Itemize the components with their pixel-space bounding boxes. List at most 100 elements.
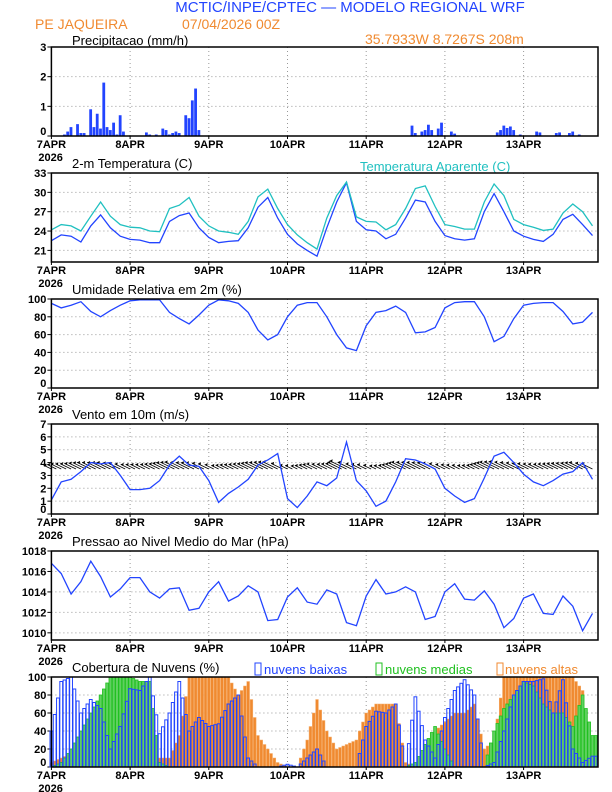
cloud-bar-nuvens-altas (344, 744, 349, 768)
y-tick-label: 2 (40, 72, 46, 84)
precip-bar (508, 126, 512, 136)
cloud-bar-nuvens-altas (249, 699, 254, 768)
x-tick-label: 8APR (115, 139, 144, 151)
wind-vector-head (542, 462, 546, 466)
precip-bar (118, 115, 122, 136)
cloud-bar-nuvens-baixas (56, 697, 60, 768)
wind-vector-head (148, 462, 152, 466)
precip-bar (92, 127, 96, 136)
cloud-bar-nuvens-altas (354, 739, 359, 768)
precip-bar (568, 133, 571, 136)
precip-bar (112, 122, 116, 136)
x-tick-label: 10APR (270, 517, 306, 529)
precip-bar (102, 82, 106, 136)
cloud-bar-nuvens-altas (348, 742, 352, 768)
wind-vector-head (64, 461, 68, 465)
cloud-bar-nuvens-altas (328, 736, 332, 768)
precip-bar (571, 131, 575, 136)
precip-bar (505, 127, 509, 136)
x-tick-label: 13APR (506, 770, 542, 782)
series-line-wind (50, 439, 594, 509)
precip-bar (440, 122, 443, 136)
x-tick-label: 11APR (349, 770, 384, 782)
y-tick-label: 5 (40, 445, 46, 457)
plot-frame (50, 676, 599, 768)
wind-vector-head (68, 461, 72, 465)
y-tick-label: 1014 (22, 587, 47, 599)
wind-vector-head (446, 463, 450, 467)
wind-vector-head (215, 463, 219, 467)
precip-bar (420, 131, 424, 136)
wind-vector-head (388, 461, 392, 465)
wind-vector-head (321, 462, 325, 466)
x-tick-label: 8APR (115, 391, 144, 403)
wind-vector-head (385, 462, 389, 466)
precip-bar (453, 133, 457, 136)
y-tick-label: 1016 (22, 566, 46, 578)
cloud-bar-nuvens-baixas (406, 743, 411, 768)
x-tick-label: 7APR (37, 643, 66, 655)
wind-vector-head (130, 462, 134, 466)
y-tick-label: 7 (40, 419, 46, 431)
wind-vector-head (517, 462, 521, 466)
panel-title: Precipitacao (mm/h) (72, 33, 188, 48)
precip-bar (108, 130, 112, 136)
wind-vector-head (219, 463, 223, 467)
precip-bar (187, 118, 191, 136)
x-tick-label: 11APR (349, 139, 384, 151)
cloud-bar-nuvens-altas (351, 741, 355, 768)
precip-bar (161, 128, 165, 136)
y-tick-label: 20 (34, 365, 46, 377)
x-tick-label: 13APR (506, 643, 542, 655)
wind-vector-head (249, 460, 253, 464)
y-tick-label: 2 (40, 483, 46, 495)
y-tick-label: 1010 (22, 628, 46, 640)
cloud-bar-nuvens-medias (492, 730, 496, 768)
wind-vector-head (72, 461, 76, 465)
wind-vector-head (568, 460, 572, 464)
legend-swatch-mid (375, 662, 383, 676)
x-tick-label: 12APR (427, 391, 463, 403)
panel-title: Umidade Relativa em 2m (%) (72, 282, 242, 297)
wind-vector-head (294, 463, 298, 467)
wind-vector-head (211, 463, 215, 467)
precip-bar (171, 133, 175, 136)
cloud-bar-nuvens-baixas (59, 681, 64, 768)
y-tick-label: 0 (40, 757, 46, 769)
precip-bar (423, 130, 427, 136)
cloud-bar-nuvens-altas (331, 742, 336, 768)
x-tick-label: 12APR (427, 139, 463, 151)
x-tick-label: 10APR (270, 391, 306, 403)
cloud-bar-nuvens-altas (482, 748, 486, 768)
cloud-bar-nuvens-altas (259, 739, 263, 768)
wind-vector-head (546, 461, 550, 465)
series-line-temp (51, 180, 594, 251)
plot-frame (50, 46, 599, 137)
wind-vector-head (228, 462, 232, 466)
precip-bar (413, 133, 417, 136)
cloud-bar-nuvens-altas (253, 717, 257, 768)
wind-vector-head (428, 462, 432, 466)
wind-vector-head (473, 462, 477, 466)
y-tick-label: 0 (40, 504, 46, 516)
precip-bar (95, 113, 99, 136)
apparent-temp-legend: Temperatura Aparente (C) (360, 159, 510, 174)
wind-vector-head (528, 462, 532, 466)
wind-vector-head (244, 461, 248, 465)
wind-vector-head (164, 460, 168, 464)
precip-bar (502, 125, 506, 136)
wind-vector-head (537, 462, 541, 466)
plot-frame (50, 550, 599, 641)
panel-title: 2-m Temperatura (C) (72, 156, 192, 171)
x-year-label: 2026 (38, 656, 62, 668)
wind-vector-head (120, 462, 124, 466)
wind-vector-head (363, 463, 367, 467)
panel-title: Vento em 10m (m/s) (72, 407, 189, 422)
cloud-bar-nuvens-altas (266, 748, 270, 768)
x-tick-label: 11APR (349, 265, 384, 277)
x-tick-label: 13APR (506, 265, 542, 277)
x-year-label: 2026 (38, 783, 62, 792)
wind-vector-head (114, 462, 118, 466)
cloud-bar-nuvens-baixas (413, 696, 418, 768)
x-tick-label: 13APR (506, 139, 542, 151)
